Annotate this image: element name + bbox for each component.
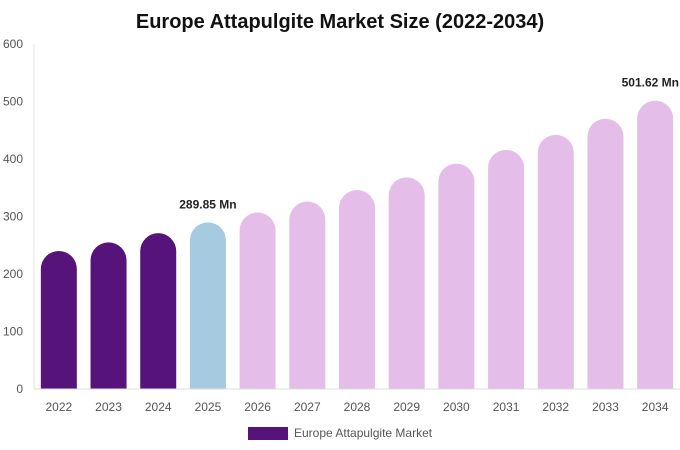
legend-swatch [248, 427, 288, 440]
bar-2034[interactable] [637, 100, 674, 390]
x-tick-label: 2033 [592, 400, 619, 414]
x-tick-label: 2034 [642, 400, 669, 414]
x-tick-label: 2029 [393, 400, 420, 414]
y-tick-label: 300 [3, 210, 23, 224]
bars-group [40, 100, 674, 390]
x-tick-label: 2031 [493, 400, 520, 414]
y-tick-label: 400 [3, 152, 23, 166]
y-tick-label: 0 [16, 382, 23, 396]
x-tick-label: 2025 [195, 400, 222, 414]
bar-2031[interactable] [488, 149, 525, 389]
bar-2030[interactable] [438, 163, 475, 389]
bar-2023[interactable] [90, 242, 127, 389]
bar-2022[interactable] [40, 251, 77, 389]
y-tick-label: 600 [3, 37, 23, 51]
bar-2032[interactable] [537, 134, 574, 389]
x-tick-label: 2026 [244, 400, 271, 414]
data-label: 501.62 Mn [622, 76, 679, 90]
bar-2027[interactable] [289, 201, 326, 389]
bar-2033[interactable] [587, 118, 624, 389]
chart-title: Europe Attapulgite Market Size (2022-203… [136, 11, 544, 33]
bar-2028[interactable] [339, 190, 375, 389]
x-tick-label: 2028 [344, 400, 371, 414]
y-axis: 0 100 200 300 400 500 600 [3, 37, 35, 396]
legend-label: Europe Attapulgite Market [294, 426, 433, 440]
x-tick-label: 2024 [145, 400, 172, 414]
y-tick-label: 200 [3, 267, 23, 281]
data-label: 289.85 Mn [179, 197, 236, 211]
legend[interactable]: Europe Attapulgite Market [248, 426, 433, 440]
x-tick-label: 2030 [443, 400, 470, 414]
bar-2025[interactable] [189, 222, 226, 389]
data-labels: 289.85 Mn 501.62 Mn [179, 76, 679, 212]
y-tick-label: 500 [3, 95, 23, 109]
x-tick-label: 2027 [294, 400, 321, 414]
x-tick-label: 2032 [542, 400, 569, 414]
x-tick-label: 2022 [45, 400, 72, 414]
bar-2029[interactable] [388, 177, 425, 389]
bar-2026[interactable] [239, 212, 276, 389]
y-tick-label: 100 [3, 325, 23, 339]
x-axis: 2022 2023 2024 2025 2026 2027 2028 2029 2030 2031… [34, 388, 680, 414]
x-tick-label: 2023 [95, 400, 122, 414]
bar-2024[interactable] [140, 233, 177, 389]
